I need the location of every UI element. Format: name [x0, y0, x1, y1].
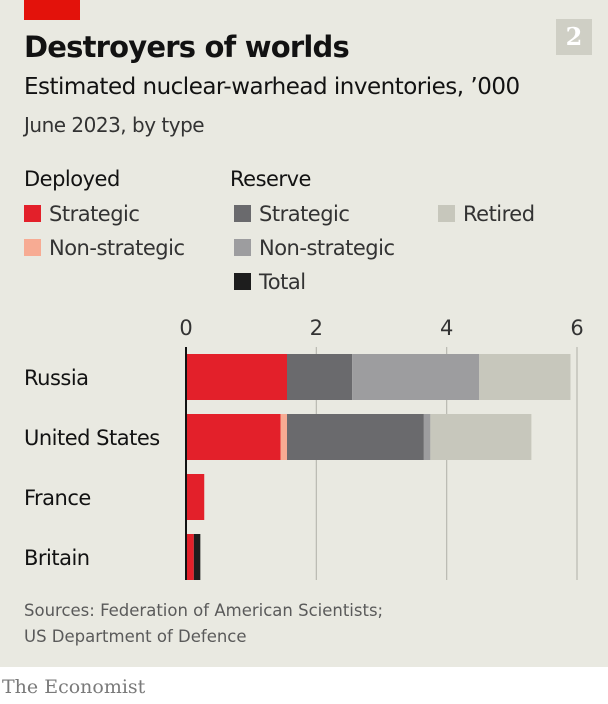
chart-title: Destroyers of worlds	[24, 30, 350, 64]
legend-swatch	[438, 205, 455, 222]
bar-segment	[423, 414, 431, 460]
bar-segment	[430, 414, 532, 460]
legend-swatch	[24, 205, 41, 222]
legend-item-reserve-strategic: Strategic	[234, 202, 350, 226]
bar-chart-plot: 0 2 4 6 Russia United States France Britain	[24, 316, 584, 580]
category-label: Russia	[24, 366, 89, 390]
publisher-logo: The Economist	[2, 676, 146, 698]
bar-segment	[186, 414, 281, 460]
bar-segment	[287, 414, 424, 460]
category-label: United States	[24, 426, 160, 450]
bar-segment	[280, 414, 288, 460]
brand-red-tab	[24, 0, 80, 20]
legend-label: Retired	[463, 202, 535, 226]
bar-segment	[186, 474, 205, 520]
sources-line-2: US Department of Defence	[24, 627, 247, 646]
legend-label: Total	[259, 270, 306, 294]
bar-segment	[479, 354, 571, 400]
legend-swatch	[234, 273, 251, 290]
x-tick-label: 4	[440, 316, 453, 340]
legend-label: Non-strategic	[259, 236, 395, 260]
chart-date-note: June 2023, by type	[24, 113, 205, 137]
bar-segment	[186, 354, 288, 400]
chart-subtitle: Estimated nuclear-warhead inventories, ’…	[24, 74, 520, 100]
legend-heading-reserve: Reserve	[230, 167, 311, 191]
category-label: France	[24, 486, 91, 510]
legend-swatch	[234, 239, 251, 256]
x-tick-label: 0	[179, 316, 192, 340]
legend-label: Non-strategic	[49, 236, 185, 260]
x-tick-label: 6	[570, 316, 583, 340]
legend-swatch	[234, 205, 251, 222]
sources-note: Sources: Federation of American Scientis…	[24, 598, 383, 650]
bar-segment	[186, 534, 194, 580]
legend-label: Strategic	[259, 202, 350, 226]
legend-item-reserve-total: Total	[234, 270, 306, 294]
chart-number-badge: 2	[556, 19, 592, 55]
legend-label: Strategic	[49, 202, 140, 226]
x-tick-label: 2	[310, 316, 323, 340]
bar-segment	[287, 354, 353, 400]
legend-swatch	[24, 239, 41, 256]
category-label: Britain	[24, 546, 90, 570]
legend-item-reserve-non-strategic: Non-strategic	[234, 236, 395, 260]
legend-item-deployed-non-strategic: Non-strategic	[24, 236, 185, 260]
bar-segment	[193, 534, 201, 580]
legend-item-retired: Retired	[438, 202, 535, 226]
legend-heading-deployed: Deployed	[24, 167, 120, 191]
chart-card: 2 Destroyers of worlds Estimated nuclear…	[0, 0, 608, 667]
legend-item-deployed-strategic: Strategic	[24, 202, 140, 226]
sources-line-1: Sources: Federation of American Scientis…	[24, 601, 384, 620]
bar-segment	[352, 354, 480, 400]
